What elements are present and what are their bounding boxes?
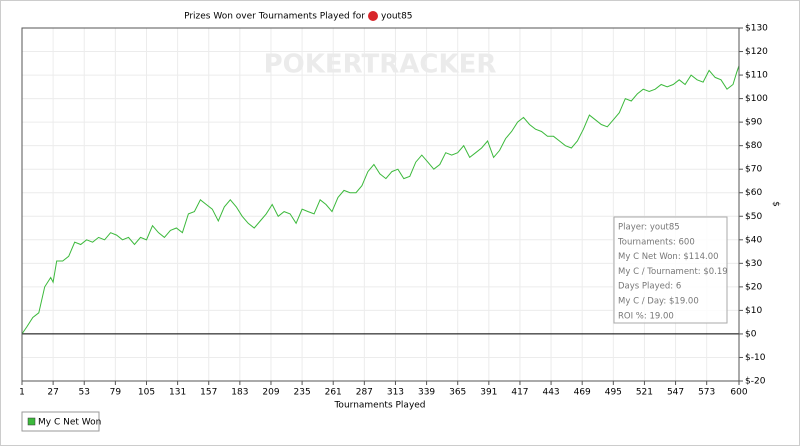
- x-tick-label: 1: [19, 388, 25, 398]
- y-tick-label: $130: [745, 24, 768, 34]
- legend: [21, 411, 100, 432]
- x-tick-label: 287: [356, 388, 373, 398]
- x-tick-label: 209: [262, 388, 279, 398]
- info-line: My C Net Won: $114.00: [618, 252, 719, 262]
- x-tick-label: 53: [79, 388, 90, 398]
- x-tick-label: 469: [574, 388, 591, 398]
- y-tick-label: $100: [745, 94, 768, 104]
- x-tick-label: 105: [138, 388, 155, 398]
- y-tick-label: $-10: [745, 353, 766, 363]
- y-tick-label: $50: [745, 212, 762, 222]
- plot-border: [21, 27, 740, 382]
- x-tick-label: 391: [480, 388, 497, 398]
- info-line: My C / Tournament: $0.19: [618, 267, 728, 277]
- x-tick-label: 417: [511, 388, 528, 398]
- x-tick-label: 495: [605, 388, 622, 398]
- chart-title: Prizes Won over Tournaments Played for: [184, 12, 365, 22]
- legend-swatch: [27, 417, 36, 426]
- x-tick-label: 600: [730, 388, 747, 398]
- x-tick-label: 131: [169, 388, 186, 398]
- x-axis-label: Tournaments Played: [333, 401, 425, 411]
- y-tick-label: $60: [745, 188, 762, 198]
- y-axis-label: $: [771, 201, 781, 207]
- x-tick-label: 157: [200, 388, 217, 398]
- series-line: [21, 65, 740, 335]
- info-line: My C / Day: $19.00: [618, 297, 699, 307]
- x-tick-label: 547: [667, 388, 684, 398]
- info-line: Days Played: 6: [618, 282, 681, 292]
- info-box-frame: [613, 216, 728, 324]
- x-tick-label: 261: [325, 388, 342, 398]
- player-name: yout85: [381, 12, 413, 22]
- y-tick-label: $120: [745, 47, 768, 57]
- legend-label: My C Net Won: [38, 418, 101, 428]
- x-tick-label: 27: [47, 388, 58, 398]
- x-tick-label: 365: [449, 388, 466, 398]
- x-tick-label: 313: [387, 388, 404, 398]
- info-line: Player: yout85: [618, 223, 680, 233]
- x-tick-label: 235: [294, 388, 311, 398]
- x-tick-label: 183: [231, 388, 248, 398]
- marks: [21, 65, 740, 335]
- y-tick-label: $40: [745, 235, 762, 245]
- y-tick-label: $80: [745, 141, 762, 151]
- y-tick-label: $30: [745, 259, 762, 269]
- watermark: POKERTRACKER: [264, 50, 497, 80]
- x-tick-label: 79: [110, 388, 122, 398]
- info-line: Tournaments: 600: [617, 237, 695, 247]
- x-tick-label: 573: [698, 388, 715, 398]
- x-tick-label: 339: [418, 388, 435, 398]
- x-tick-label: 521: [636, 388, 653, 398]
- y-tick-label: $-20: [745, 377, 766, 387]
- y-tick-label: $70: [745, 165, 762, 175]
- info-line: ROI %: 19.00: [618, 311, 674, 321]
- y-tick-label: $10: [745, 306, 762, 316]
- info-box: Player: yout85 Tournaments: 600 My C Net W…: [613, 216, 728, 324]
- y-tick-label: $20: [745, 282, 762, 292]
- y-tick-label: $90: [745, 118, 762, 128]
- y-tick-label: $0: [745, 329, 757, 339]
- player-icon: [368, 11, 378, 21]
- x-tick-label: 443: [542, 388, 559, 398]
- y-tick-label: $110: [745, 71, 768, 81]
